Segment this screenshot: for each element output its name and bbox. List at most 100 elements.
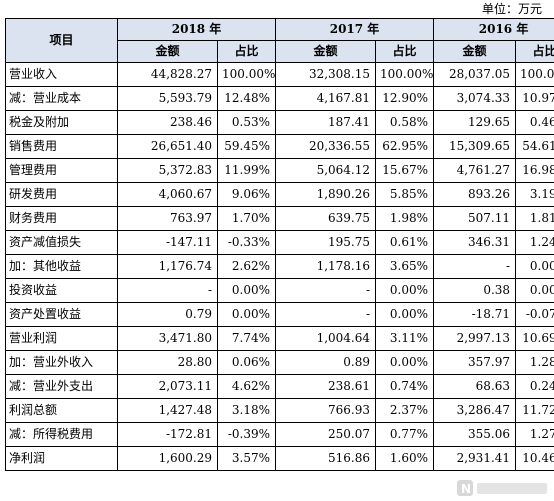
row-label: 资产处置收益 — [5, 302, 118, 327]
row-label: 投资收益 — [5, 278, 118, 303]
amount-cell: 357.97 — [433, 350, 517, 375]
amount-cell: 355.06 — [433, 422, 517, 447]
amount-cell: 129.65 — [433, 110, 517, 135]
amount-cell: 5,064.12 — [275, 158, 377, 183]
ratio-cell: 3.11% — [375, 326, 435, 351]
amount-cell: 5,593.79 — [117, 86, 218, 111]
amount-cell: 893.26 — [433, 182, 517, 207]
amount-cell: 0.38 — [433, 278, 517, 303]
ratio-cell: 11.99% — [216, 158, 277, 183]
ratio-cell: 1.98% — [375, 206, 435, 231]
table-row: 营业利润 3,471.80 7.74% 1,004.64 3.11% 2,997.13 10… — [5, 326, 554, 351]
amount-cell: 250.07 — [275, 422, 377, 447]
amount-cell: 763.97 — [117, 206, 218, 231]
ratio-cell: 0.00% — [216, 278, 277, 303]
amount-cell: 5,372.83 — [117, 158, 218, 183]
ratio-cell: -0.33% — [216, 230, 277, 255]
ratio-cell: 15.67% — [375, 158, 435, 183]
amount-cell: - — [275, 302, 377, 327]
header-amount: 金额 — [433, 40, 517, 63]
ratio-cell: 2.62% — [216, 254, 277, 279]
amount-cell: -172.81 — [117, 422, 218, 447]
amount-cell: 68.63 — [433, 374, 517, 399]
header-year-2017: 2017 年 — [275, 18, 435, 41]
table-row: 利润总额 1,427.48 3.18% 766.93 2.37% 3,286.47 11.7… — [5, 398, 554, 423]
header-ratio: 占比 — [216, 40, 277, 63]
amount-cell: 15,309.65 — [433, 134, 517, 159]
watermark-logo: N — [457, 480, 547, 496]
amount-cell: 3,471.80 — [117, 326, 218, 351]
ratio-cell: 0.00% — [515, 254, 554, 279]
amount-cell: - — [433, 254, 517, 279]
amount-cell: 195.75 — [275, 230, 377, 255]
ratio-cell: 7.74% — [216, 326, 277, 351]
row-label: 研发费用 — [5, 182, 118, 207]
ratio-cell: 54.61% — [515, 134, 554, 159]
amount-cell: 1,176.74 — [117, 254, 218, 279]
amount-cell: 20,336.55 — [275, 134, 377, 159]
row-label: 减：营业成本 — [5, 86, 118, 111]
header-row-columns: 金额 占比 金额 占比 金额 占比 — [6, 40, 554, 63]
amount-cell: 3,286.47 — [433, 398, 517, 423]
amount-cell: 28,037.05 — [433, 62, 517, 87]
row-label: 管理费用 — [5, 158, 118, 183]
row-label: 加：营业外收入 — [5, 350, 118, 375]
amount-cell: - — [117, 278, 218, 303]
row-label: 减：所得税费用 — [5, 422, 118, 447]
ratio-cell: 1.28% — [515, 350, 554, 375]
amount-cell: -18.71 — [433, 302, 517, 327]
amount-cell: 346.31 — [433, 230, 517, 255]
ratio-cell: 16.98% — [515, 158, 554, 183]
ratio-cell: 0.24% — [515, 374, 554, 399]
table-row: 研发费用4,060.679.06%1,890.265.85%893.263.19… — [5, 182, 554, 207]
row-label: 销售费用 — [5, 134, 118, 159]
table-row: 减：营业外支出2,073.114.62%238.610.74%68.630.24… — [5, 374, 554, 399]
ratio-cell: 1.24% — [515, 230, 554, 255]
row-label: 营业收入 — [5, 62, 118, 87]
ratio-cell: -0.07% — [515, 302, 554, 327]
row-label: 加：其他收益 — [5, 254, 118, 279]
ratio-cell: 0.00% — [375, 350, 435, 375]
ratio-cell: 9.06% — [216, 182, 277, 207]
ratio-cell: 0.06% — [216, 350, 277, 375]
ratio-cell: 0.58% — [375, 110, 435, 135]
amount-cell: 639.75 — [275, 206, 377, 231]
ratio-cell: 100.00% — [515, 62, 554, 87]
ratio-cell: 0.53% — [216, 110, 277, 135]
header-year-2018: 2018 年 — [116, 18, 277, 41]
header-row-years: 项目 2018 年 2017 年 2016 年 — [5, 18, 554, 63]
amount-cell: 1,600.29 — [117, 446, 218, 471]
header-amount: 金额 — [275, 40, 377, 63]
amount-cell: 2,997.13 — [433, 326, 517, 351]
amount-cell: 4,060.67 — [117, 182, 218, 207]
amount-cell: 26,651.40 — [117, 134, 218, 159]
ratio-cell: -0.39% — [216, 422, 277, 447]
amount-cell: 4,761.27 — [433, 158, 517, 183]
ratio-cell: 0.00% — [216, 302, 277, 327]
ratio-cell: 3.18% — [216, 398, 277, 423]
ratio-cell: 1.70% — [216, 206, 277, 231]
ratio-cell: 100.00% — [375, 62, 435, 87]
table-row: 净利润1,600.293.57%516.861.60%2,931.4110.46… — [5, 446, 554, 471]
income-statement-table: 项目 2018 年 2017 年 2016 年 金额 占比 金额 占比 金额 占… — [5, 18, 554, 471]
table-row: 减：营业成本 5,593.79 12.48% 4,167.81 12.90% 3,074.… — [5, 86, 554, 111]
amount-cell: 766.93 — [275, 398, 377, 423]
ratio-cell: 3.65% — [375, 254, 435, 279]
table-row: 投资收益-0.00%-0.00%0.380.00% — [5, 278, 554, 303]
header-ratio: 占比 — [515, 40, 554, 63]
amount-cell: 0.89 — [275, 350, 377, 375]
ratio-cell: 10.97% — [515, 86, 554, 111]
ratio-cell: 0.61% — [375, 230, 435, 255]
amount-cell: 28.80 — [117, 350, 218, 375]
amount-cell: 32,308.15 — [275, 62, 377, 87]
ratio-cell: 1.27% — [515, 422, 554, 447]
amount-cell: 1,890.26 — [275, 182, 377, 207]
amount-cell: 4,167.81 — [275, 86, 377, 111]
table-row: 减：所得税费用 -172.81 -0.39% 250.07 0.77% 355.06 1.2… — [5, 422, 554, 447]
ratio-cell: 0.46% — [515, 110, 554, 135]
header-ratio: 占比 — [375, 40, 435, 63]
ratio-cell: 0.00% — [375, 278, 435, 303]
header-amount: 金额 — [117, 40, 218, 63]
